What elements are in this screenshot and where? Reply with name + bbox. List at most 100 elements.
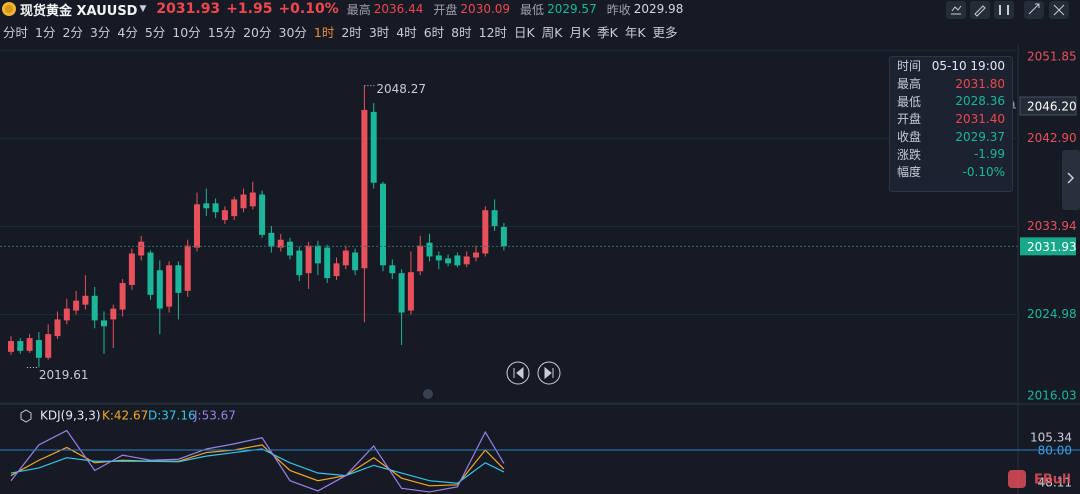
tooltip-label: 幅度	[897, 165, 922, 180]
interval-tab[interactable]: 12时	[478, 24, 508, 40]
candle-body	[231, 199, 238, 217]
tooltip-value: 2031.80	[955, 76, 1005, 91]
candle-body	[482, 210, 489, 254]
candle-body	[147, 252, 154, 295]
stat-value: 2030.09	[460, 2, 511, 16]
interval-tab[interactable]: 10分	[172, 24, 201, 40]
interval-tab[interactable]: 3分	[89, 24, 111, 40]
watermark: EBull	[1034, 473, 1071, 488]
interval-tab[interactable]: 3时	[368, 24, 390, 40]
tooltip-label: 最低	[897, 94, 922, 109]
candle-body	[54, 319, 61, 337]
candle-body	[194, 204, 200, 248]
candle-body	[398, 273, 405, 313]
interval-tab[interactable]: 6时	[423, 24, 445, 40]
prev-button[interactable]	[506, 361, 530, 385]
candle-body	[417, 245, 424, 272]
interval-tab[interactable]: 2时	[341, 24, 362, 40]
gold-icon	[2, 2, 16, 16]
legend-entry: D:37.16	[148, 409, 196, 423]
y-tick-label: 2033.94	[1027, 219, 1077, 233]
tooltip-row: 最高 2031.80	[890, 75, 1012, 93]
interval-tab[interactable]: 1时	[313, 24, 335, 40]
candle-body	[287, 241, 293, 256]
interval-tab[interactable]: 4时	[396, 24, 417, 40]
tool-button[interactable]	[1024, 1, 1044, 19]
low-label: 2019.61	[39, 368, 89, 382]
tooltip-label: 开盘	[897, 112, 922, 127]
stat-label: 最低	[520, 2, 545, 17]
candle-body	[426, 242, 433, 257]
tool-button[interactable]	[994, 1, 1014, 19]
prev-icon	[513, 366, 524, 380]
interval-tab[interactable]: 8时	[451, 24, 472, 40]
candle-body	[63, 308, 70, 321]
next-icon	[544, 366, 554, 380]
tool-button[interactable]	[970, 1, 990, 19]
candle-body	[128, 253, 135, 285]
tooltip-value: 2028.36	[955, 94, 1005, 109]
interval-tab[interactable]: 30分	[278, 24, 307, 40]
indicator-line	[10, 429, 505, 493]
stat-value: 2029.98	[633, 2, 684, 16]
candle-body	[445, 258, 452, 264]
tooltip-value: 05-10 19:00	[931, 58, 1005, 73]
interval-tab[interactable]: 月K	[569, 24, 591, 40]
legend-entry: J:53.67	[193, 409, 236, 423]
interval-tab[interactable]: 日K	[514, 24, 535, 40]
candle-body	[380, 183, 386, 266]
tool-button[interactable]	[946, 1, 966, 19]
loader	[423, 389, 433, 399]
candle-body	[35, 340, 42, 358]
candle-body	[101, 320, 107, 327]
y-tick-label: 2016.03	[1027, 389, 1077, 403]
last-price-badge	[1020, 237, 1076, 256]
interval-tab[interactable]: 5分	[144, 24, 166, 40]
interval-tab[interactable]: 20分	[243, 24, 272, 40]
candle-body	[324, 247, 331, 279]
indicator-settings[interactable]	[20, 409, 32, 423]
watermark-icon	[1008, 470, 1026, 488]
symbol-dropdown[interactable]: ▼	[139, 4, 147, 14]
candle-body	[82, 295, 89, 305]
y-tick-label: 80.00	[1038, 444, 1072, 458]
candle-body	[17, 341, 24, 351]
side-toggle-icon	[1067, 172, 1075, 184]
candle-body	[407, 272, 414, 311]
candle-body	[473, 252, 479, 258]
symbol-name[interactable]: 现货黄金 XAUUSD	[20, 3, 138, 19]
indicator-line	[10, 448, 505, 484]
candle-body	[203, 203, 210, 209]
indicator-line	[10, 444, 505, 487]
interval-tab[interactable]: 4分	[117, 24, 138, 40]
tooltip-label: 收盘	[897, 130, 922, 145]
candle-body	[110, 308, 117, 320]
tooltip-row: 涨跌 -1.99	[890, 145, 1012, 163]
y-tick-label: 2042.90	[1027, 131, 1077, 145]
interval-tabs: 分时 1分 2分 3分 4分 5分 10分 15分 20分 30分 1时 2时 3时 4时 6时 8时 12时日…	[0, 22, 682, 40]
next-button[interactable]	[537, 361, 561, 385]
interval-tab[interactable]: 分时	[3, 24, 29, 40]
interval-tab[interactable]: 2分	[62, 24, 83, 40]
candle-body	[491, 210, 498, 226]
interval-tab[interactable]: 周K	[541, 24, 563, 40]
candle-body	[277, 239, 284, 248]
interval-tab[interactable]: 年K	[624, 24, 646, 40]
candle-body	[435, 255, 442, 261]
tooltip-label: 涨跌	[897, 147, 922, 162]
indicator-lines	[10, 429, 505, 493]
interval-tab[interactable]: 季K	[597, 24, 618, 40]
y-tick-label: 105.34	[1030, 431, 1072, 445]
interval-tab[interactable]: 15分	[207, 24, 237, 40]
candle-body	[138, 241, 145, 256]
change: +1.95	[226, 1, 273, 17]
candle-body	[221, 210, 228, 221]
tooltip-label: 时间	[897, 59, 922, 74]
tooltip-value: 2029.37	[955, 129, 1005, 144]
interval-tab[interactable]: 更多	[652, 24, 678, 40]
candle-body	[296, 250, 303, 276]
candle-body	[8, 341, 14, 352]
candle-body	[175, 265, 182, 293]
interval-tab[interactable]: 1分	[35, 24, 56, 40]
